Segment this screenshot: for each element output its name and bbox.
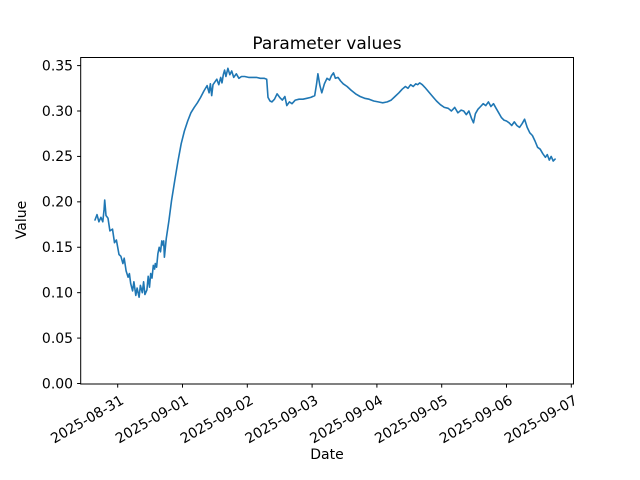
y-tick-label: 0.30 (42, 104, 73, 120)
series-line (94, 67, 556, 299)
y-tick-label: 0.35 (42, 58, 73, 74)
chart-title: Parameter values (252, 34, 401, 54)
x-tick-label: 2025-09-05 (372, 393, 450, 448)
y-tick-label: 0.25 (42, 149, 73, 165)
y-tick-label: 0.10 (42, 285, 73, 301)
x-tick-label: 2025-09-01 (113, 393, 191, 448)
x-tick-label: 2025-09-06 (437, 393, 516, 448)
plot-frame (80, 57, 574, 385)
plot-border (80, 57, 574, 385)
y-tick-label: 0.00 (42, 376, 73, 392)
x-tick-label: 2025-09-03 (243, 393, 321, 448)
x-tick-label: 2025-09-04 (307, 393, 386, 448)
y-tick-label: 0.20 (42, 195, 73, 211)
x-tick-label: 2025-09-07 (502, 393, 580, 448)
x-axis-label: Date (310, 447, 343, 463)
axis-ticks: 0.00 0.05 0.10 0.15 0.20 0.25 0.30 0.35 2025-08-… (42, 58, 580, 447)
y-tick-label: 0.15 (42, 240, 73, 256)
x-tick-label: 2025-08-31 (48, 393, 126, 448)
y-axis-label: Value (14, 201, 30, 239)
x-tick-label: 2025-09-02 (178, 393, 256, 448)
y-tick-label: 0.05 (42, 331, 73, 347)
